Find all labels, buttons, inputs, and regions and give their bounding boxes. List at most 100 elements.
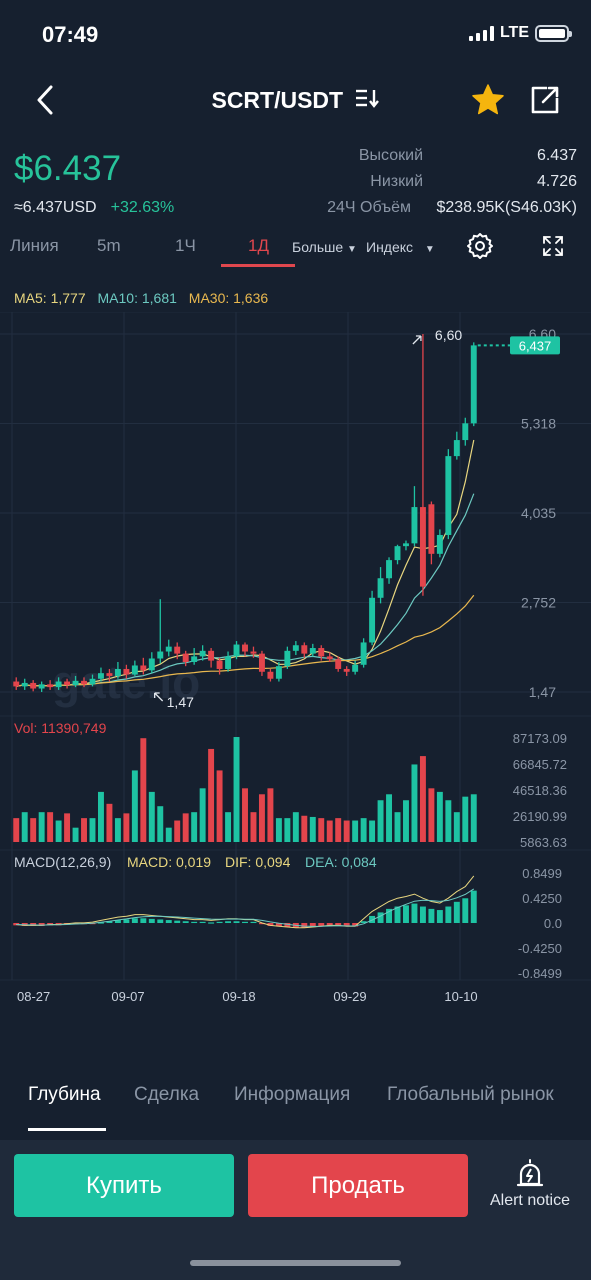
volume-bar [38,812,45,842]
macd-bar [403,905,409,923]
tab-information[interactable]: Информация [234,1084,351,1105]
dif-value: DIF: 0,094 [225,854,291,870]
ma30-value: MA30: 1,636 [188,290,269,306]
volume-bar [30,818,37,842]
candle-body [64,681,71,686]
candle-body [284,650,291,667]
alert-notice-button[interactable]: Alert notice [478,1158,582,1218]
candle-body [250,651,257,654]
low-label: Низкий [370,173,423,190]
volume-bar [72,827,79,842]
candle-body [352,664,359,672]
volume-bar [284,818,291,842]
macd-tick-label: 0.8499 [522,866,562,881]
macd-bar [386,908,393,923]
macd-bar [309,923,316,928]
nav-bar: SCRT/USDT [0,70,591,130]
tab-trades[interactable]: Сделка [134,1084,200,1105]
signal-icon [468,25,494,41]
candle-body [157,651,164,659]
macd-bar [165,920,172,923]
macd-bar [131,918,138,923]
candle-body [377,578,384,598]
volume-bar [21,812,28,842]
volume-24h-value: $238.95K(S46.03K) [436,199,577,216]
candle-body [140,665,147,671]
favorite-star-icon[interactable] [470,82,506,118]
volume-bar [242,788,248,842]
candle-body [81,680,87,685]
candle-body [411,507,418,544]
volume-bar [462,796,469,842]
tab-index[interactable]: Индекс ▼ [366,239,435,255]
macd-bar [106,921,113,923]
settings-gear-icon[interactable] [466,232,494,260]
buy-button[interactable]: Купить [14,1154,234,1217]
tab-1h[interactable]: 1Ч [175,236,196,255]
macd-bar [419,906,426,923]
pair-title-text: SCRT/USDT [211,87,344,113]
ma10-value: MA10: 1,681 [97,290,177,306]
volume-bar [114,818,121,842]
tab-depth[interactable]: Глубина [28,1084,101,1105]
high-value: 6.437 [536,147,577,164]
candle-body [275,666,282,679]
macd-bar [114,920,121,923]
candle-body [38,684,45,689]
volume-bar [233,737,240,842]
volume-tick-label: 5863.63 [520,835,567,850]
tab-line[interactable]: Линия [10,236,59,255]
macd-bar [360,921,367,923]
candle-body [191,656,198,662]
alert-notice-label: Alert notice [489,1192,571,1209]
time-tick-label: 09-29 [333,989,366,1004]
candles-group [13,334,477,692]
time-tick-label: 10-10 [444,989,477,1004]
macd-bar [250,921,257,924]
tab-more[interactable]: Больше ▼ [292,239,357,255]
price-tick-label: 2,752 [521,595,556,611]
volume-bar [81,818,87,842]
fullscreen-icon[interactable] [541,234,565,258]
pair-switch-icon[interactable] [354,88,380,108]
info-tabs: Глубина Сделка Информация Глобальный рын… [0,1066,591,1136]
volume-bar [140,738,147,842]
volume-bar [411,764,418,842]
volume-bar [343,820,350,842]
candle-body [106,673,113,676]
price-tick-label: 4,035 [521,505,556,521]
macd-bar [428,908,435,923]
macd-value: MACD: 0,019 [127,854,211,870]
network-label: LTE [499,24,529,41]
candle-body [55,681,62,688]
macd-tick-label: 0.0 [544,916,562,931]
trade-footer: Купить Продать Alert notice [0,1140,591,1280]
tab-global-market[interactable]: Глобальный рынок [387,1084,554,1105]
candle-body [123,668,130,675]
pair-title[interactable]: SCRT/USDT [0,87,591,114]
sell-button[interactable]: Продать [248,1154,468,1217]
candle-body [216,660,223,669]
alarm-bell-icon [516,1159,544,1187]
tab-5m[interactable]: 5m [97,236,121,255]
candle-body [21,682,28,687]
tab-1d[interactable]: 1Д [248,236,269,255]
volume-bar [174,820,181,842]
ma5-value: MA5: 1,777 [14,290,86,306]
back-arrow-icon[interactable] [30,84,62,116]
candle-body [174,646,181,654]
volume-bar [436,791,443,842]
volume-bar [360,818,367,842]
macd-bar [436,910,443,923]
time-tick-label: 09-07 [111,989,144,1004]
macd-bar [242,921,248,924]
tab-more-label: Больше [292,239,344,255]
candle-body [258,653,265,672]
macd-bar [462,898,469,923]
volume-bar [13,818,20,842]
share-icon[interactable] [527,82,563,118]
volume-bar [225,812,232,842]
candle-body [233,644,240,657]
candle-body [131,665,138,675]
